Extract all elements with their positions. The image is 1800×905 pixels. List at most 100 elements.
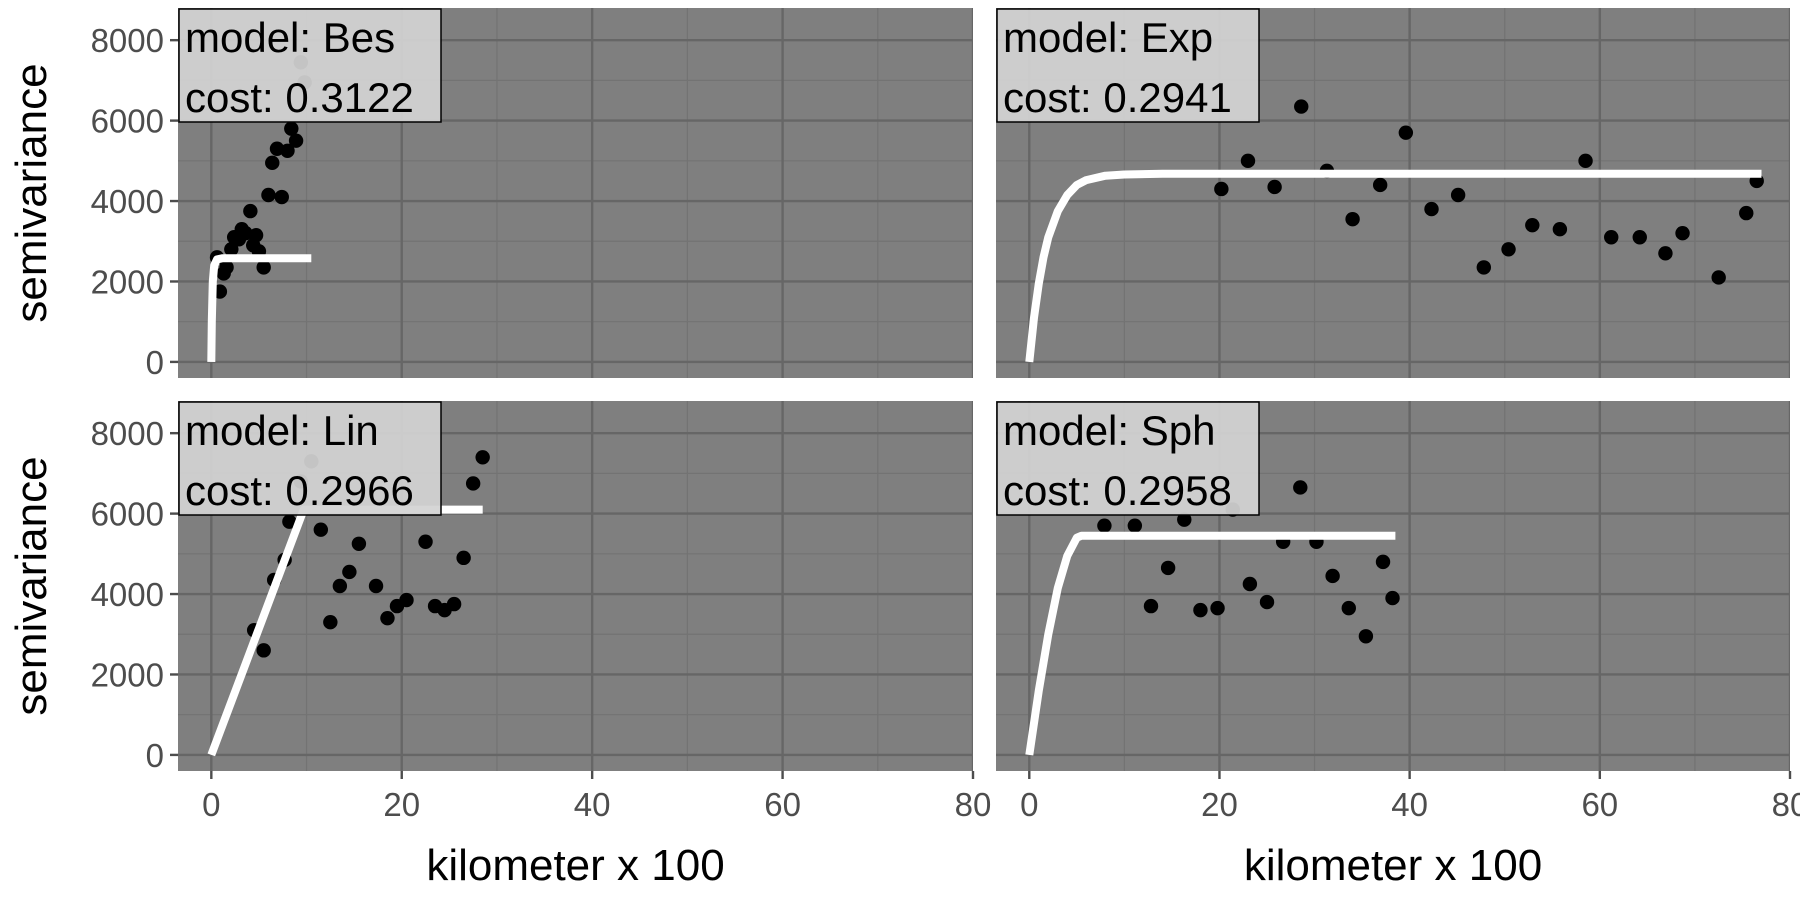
model-fit-line — [207, 254, 312, 362]
data-point — [261, 187, 276, 203]
x-tick-label: 60 — [1581, 786, 1618, 823]
data-point — [1739, 205, 1754, 221]
data-point — [332, 578, 348, 594]
data-point — [1294, 99, 1309, 114]
data-point — [219, 260, 234, 275]
data-point — [313, 522, 329, 537]
data-point — [399, 592, 414, 608]
data-point — [1604, 230, 1619, 245]
data-point — [446, 596, 462, 612]
data-point — [1632, 230, 1647, 245]
model-name-label: model: Sph — [1003, 407, 1215, 454]
data-point — [1424, 201, 1439, 217]
x-tick-label: 20 — [1201, 786, 1238, 823]
data-point — [1267, 179, 1282, 195]
data-point — [1501, 242, 1516, 257]
x-axis-label: kilometer x 100 — [426, 841, 724, 890]
y-tick-label: 2000 — [91, 656, 164, 693]
data-point — [1193, 602, 1208, 618]
data-point — [1259, 594, 1275, 610]
panel-4: model: Sph cost: 0.2958 0 20 40 60 80 kilometer… — [996, 401, 1800, 890]
data-point — [1450, 187, 1466, 203]
y-axis-label: semivariance — [7, 63, 56, 322]
y-tick-label: 0 — [146, 344, 164, 381]
data-point — [1143, 598, 1159, 614]
data-point — [1398, 125, 1414, 140]
data-point — [1345, 211, 1360, 227]
data-point — [248, 228, 264, 243]
data-point — [1214, 181, 1229, 197]
data-point — [1578, 153, 1593, 169]
x-tick-label: 60 — [764, 786, 801, 823]
data-point — [368, 578, 384, 594]
data-point — [1160, 560, 1176, 576]
x-tick-label: 20 — [383, 786, 420, 823]
y-tick-label: 4000 — [91, 183, 164, 220]
model-name-label: model: Lin — [185, 407, 379, 454]
model-cost-label: cost: 0.2958 — [1003, 467, 1232, 514]
data-points — [1097, 480, 1400, 644]
data-point — [1675, 226, 1690, 241]
data-point — [1358, 629, 1374, 644]
x-tick-label: 80 — [955, 786, 992, 823]
data-point — [1552, 221, 1568, 237]
y-tick-label: 6000 — [91, 496, 164, 533]
panel-2: model: Exp cost: 0.2941 — [996, 8, 1790, 378]
data-point — [1341, 600, 1356, 616]
model-cost-label: cost: 0.3122 — [185, 74, 414, 121]
x-tick-label: 80 — [1772, 786, 1800, 823]
data-point — [323, 614, 338, 630]
grid-lines — [996, 8, 1790, 378]
data-point — [243, 203, 258, 219]
model-cost-label: cost: 0.2966 — [185, 467, 414, 514]
x-tick-label: 0 — [202, 786, 220, 823]
y-tick-label: 8000 — [91, 22, 164, 59]
data-point — [1385, 590, 1400, 606]
model-name-label: model: Bes — [185, 14, 395, 61]
data-point — [274, 189, 289, 205]
x-tick-label: 0 — [1020, 786, 1038, 823]
data-point — [1658, 246, 1673, 261]
data-point — [1476, 260, 1492, 275]
model-label-box — [178, 8, 442, 123]
data-point — [1293, 480, 1308, 495]
data-point — [351, 536, 367, 551]
y-tick-label: 8000 — [91, 415, 164, 452]
y-tick-label: 0 — [146, 737, 164, 774]
model-fit-line — [1025, 531, 1396, 756]
data-point — [1242, 576, 1258, 592]
data-point — [1240, 153, 1256, 169]
data-point — [1210, 600, 1225, 616]
data-point — [1097, 518, 1112, 533]
y-tick-label: 2000 — [91, 263, 164, 300]
x-tick-label: 40 — [574, 786, 611, 823]
model-label-box — [178, 401, 442, 516]
y-axis-label: semivariance — [7, 456, 56, 715]
data-point — [465, 476, 481, 491]
model-name-label: model: Exp — [1003, 14, 1213, 61]
data-point — [288, 133, 304, 148]
data-point — [1325, 568, 1340, 584]
model-fit-line — [1025, 169, 1762, 363]
data-point — [418, 534, 433, 549]
data-point — [1525, 217, 1540, 233]
data-point — [1711, 270, 1726, 285]
data-point — [475, 450, 490, 465]
y-tick-label: 4000 — [91, 576, 164, 613]
data-point — [342, 564, 357, 580]
data-point — [224, 242, 239, 257]
model-cost-label: cost: 0.2941 — [1003, 74, 1232, 121]
data-point — [282, 514, 297, 529]
panel-3: model: Lin cost: 0.2966 0 2000 4000 6000 8000 s… — [7, 401, 991, 890]
x-tick-label: 40 — [1391, 786, 1428, 823]
data-point — [280, 143, 295, 158]
data-points — [1214, 99, 1764, 285]
data-point — [256, 643, 271, 658]
data-point — [256, 260, 271, 275]
model-label-box — [996, 401, 1260, 516]
panel-1: model: Bes cost: 0.3122 0 2000 4000 6000 8000 s… — [7, 8, 973, 381]
data-point — [1127, 518, 1143, 533]
data-point — [265, 155, 280, 171]
